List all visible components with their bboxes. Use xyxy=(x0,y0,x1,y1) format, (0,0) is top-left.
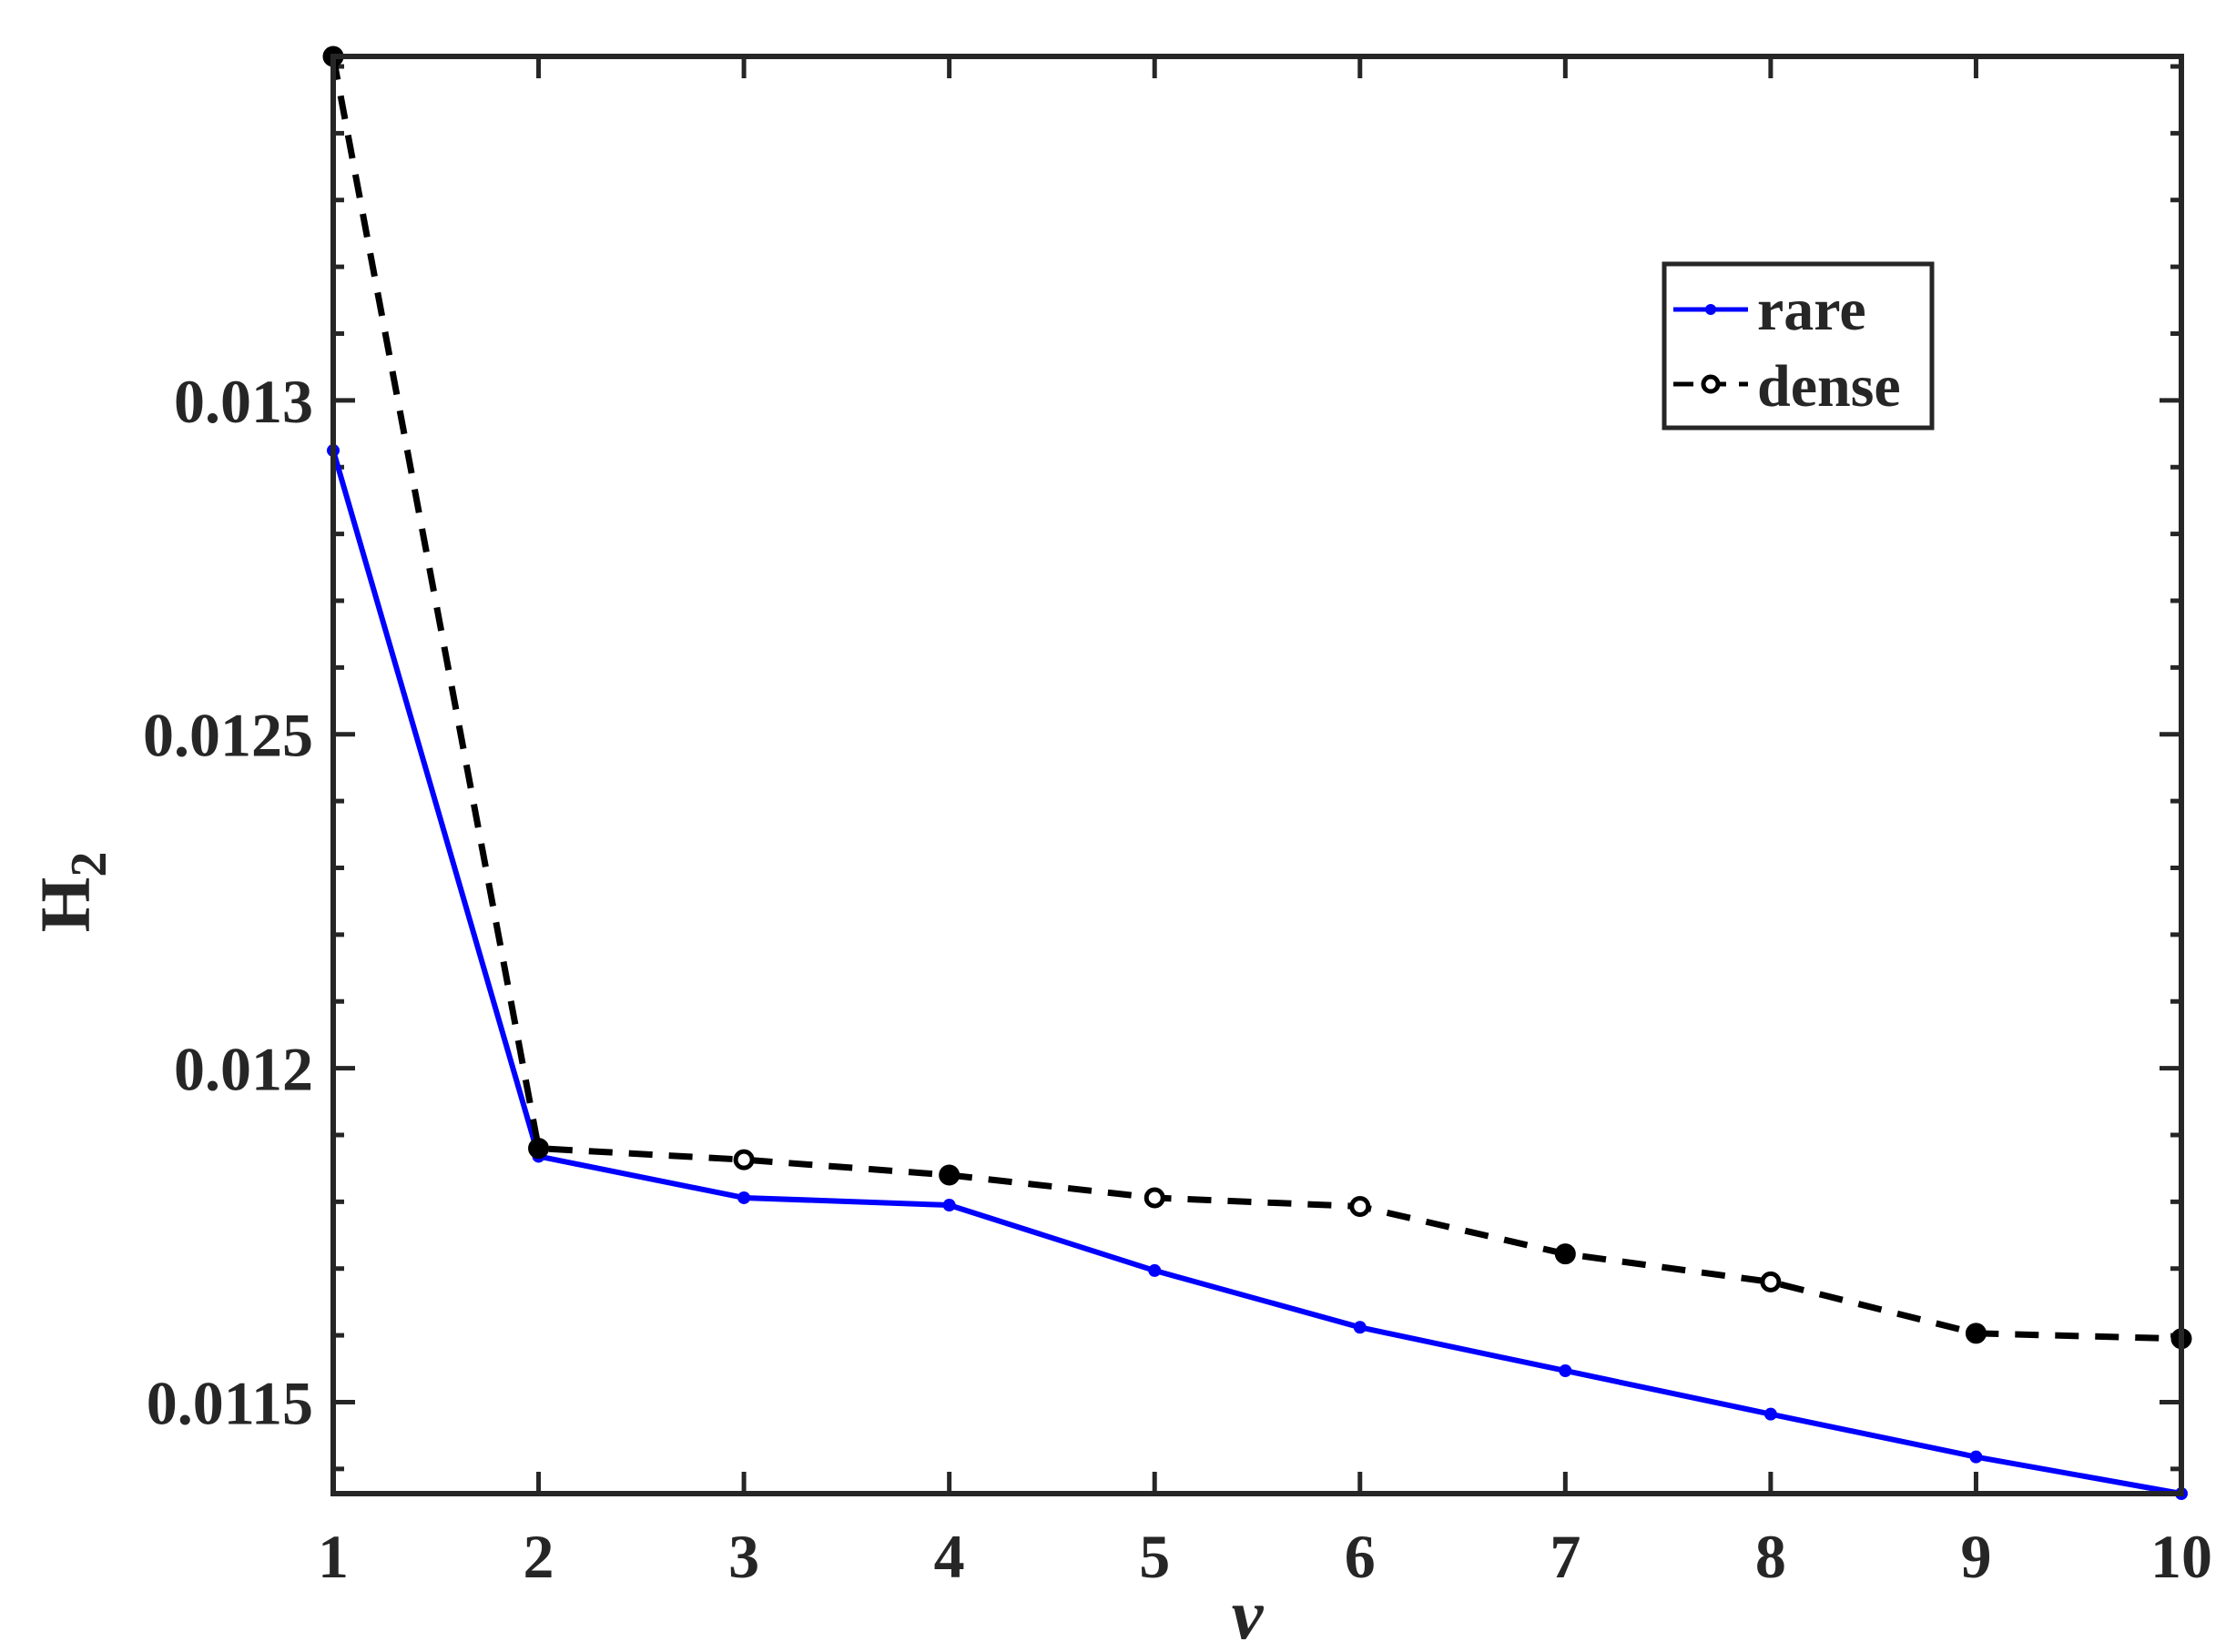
x-tick-label: 7 xyxy=(1550,1522,1580,1591)
x-tick-label: 5 xyxy=(1139,1522,1170,1591)
series-dense-point xyxy=(1760,1271,1782,1292)
series-dense-point xyxy=(939,1164,960,1186)
x-tick-label: 2 xyxy=(523,1522,554,1591)
legend-box xyxy=(1662,261,1935,431)
series-dense-line xyxy=(330,56,2182,1343)
y-tick-label: 0.0115 xyxy=(147,1368,313,1437)
legend-marker-rare xyxy=(1705,304,1716,315)
y-axis-label-subscript: 2 xyxy=(61,852,117,877)
x-tick-label: 8 xyxy=(1755,1522,1786,1591)
y-tick-label: 0.013 xyxy=(174,367,313,436)
x-axis-label: ν xyxy=(1232,1575,1265,1652)
series-rare-point xyxy=(1763,1407,1777,1421)
plot-frame xyxy=(330,54,2184,1496)
x-tick-label: 3 xyxy=(728,1522,759,1591)
x-tick-label: 4 xyxy=(934,1522,965,1591)
series-rare-point xyxy=(1148,1263,1162,1277)
series-rare-point xyxy=(737,1191,751,1204)
series-dense-point xyxy=(1143,1187,1165,1209)
series-rare-line xyxy=(330,450,2182,1496)
x-tick-label: 6 xyxy=(1345,1522,1376,1591)
series-dense-point xyxy=(1554,1243,1576,1265)
y-tick-label: 0.012 xyxy=(174,1035,313,1104)
x-tick-label: 10 xyxy=(2150,1522,2212,1591)
series-rare-point xyxy=(1969,1450,1983,1464)
x-tick-label: 9 xyxy=(1960,1522,1991,1591)
legend-label-dense: dense xyxy=(1757,353,1901,420)
legend-marker-dense xyxy=(1701,374,1721,394)
series-dense-point xyxy=(1349,1195,1371,1217)
series-rare-point xyxy=(1559,1363,1572,1377)
y-axis-label: H2 xyxy=(25,852,117,933)
series-rare-point xyxy=(1353,1321,1367,1334)
series-dense-point xyxy=(1965,1323,1987,1344)
series-rare-point xyxy=(942,1199,956,1212)
series-dense-point xyxy=(528,1138,550,1160)
legend: rare dense xyxy=(1662,261,1935,431)
y-axis-label-main: H xyxy=(25,877,105,933)
series-dense-point xyxy=(733,1149,755,1171)
legend-label-rare: rare xyxy=(1757,277,1866,343)
y-tick-label: 0.0125 xyxy=(143,701,313,770)
x-tick-label: 1 xyxy=(318,1522,349,1591)
